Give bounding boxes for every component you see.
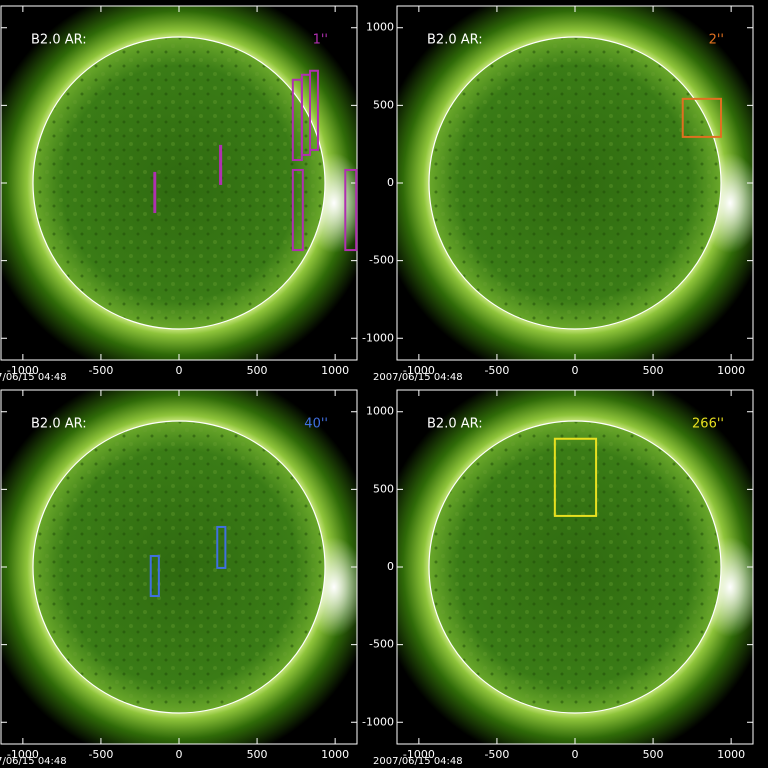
x-tick-label: 0 [572, 748, 579, 761]
panel-label: 266'' [692, 417, 724, 432]
sun-image [397, 390, 753, 744]
x-tick-label: 0 [176, 748, 183, 761]
y-tick-label: 500 [373, 482, 394, 495]
panel: -1000 -500 0 500 1000 -1000 -500 0 500 1000 B2.0 A… [362, 5, 754, 383]
x-tick-label: -500 [88, 748, 113, 761]
y-tick-label: -500 [369, 254, 394, 267]
x-tick-label: -500 [88, 364, 113, 377]
disk-texture [430, 38, 720, 328]
x-tick-label: 0 [176, 364, 183, 377]
region-box [219, 144, 223, 185]
x-tick-label: -1000 [403, 748, 435, 761]
x-tick-label: 1000 [321, 364, 349, 377]
x-tick-label: -500 [484, 748, 509, 761]
timestamp: 2007/06/15 04:48 [0, 372, 67, 383]
disk-texture [34, 38, 324, 328]
region-box [553, 437, 598, 517]
x-tick-label: 1000 [321, 748, 349, 761]
sun-image [397, 6, 753, 360]
x-tick-label: -500 [484, 364, 509, 377]
x-tick-label: -1000 [403, 364, 435, 377]
x-tick-label: 500 [643, 364, 664, 377]
region-box [344, 168, 358, 252]
x-tick-label: -1000 [7, 748, 39, 761]
x-tick-label: 1000 [717, 748, 745, 761]
region-box [149, 554, 160, 598]
disk-texture [430, 422, 720, 712]
region-box [153, 171, 157, 214]
region-box [291, 168, 304, 252]
y-tick-label: -1000 [362, 715, 394, 728]
x-tick-label: 1000 [717, 364, 745, 377]
disk-texture [34, 422, 324, 712]
sun-image [1, 390, 357, 744]
panel-label: 40'' [304, 417, 328, 432]
y-tick-label: -1000 [362, 331, 394, 344]
x-tick-label: 500 [643, 748, 664, 761]
panel-label: 1'' [313, 33, 328, 48]
panel-title: B2.0 AR: [31, 417, 87, 432]
timestamp: 2007/06/15 04:48 [373, 372, 463, 383]
region-box [216, 525, 227, 569]
y-tick-label: 1000 [366, 21, 394, 34]
sun-image [1, 6, 357, 360]
panel-label: 2'' [709, 33, 724, 48]
y-tick-label: 0 [387, 560, 394, 573]
panel-title: B2.0 AR: [31, 33, 87, 48]
panel-title: B2.0 AR: [427, 417, 483, 432]
x-tick-label: 500 [247, 748, 268, 761]
x-tick-label: -1000 [7, 364, 39, 377]
timestamp: 2007/06/15 04:48 [0, 756, 67, 767]
panel: -1000 -500 0 500 1000 -1000 -500 0 500 1000 B2.0 A… [362, 389, 754, 767]
y-tick-label: -500 [369, 638, 394, 651]
timestamp: 2007/06/15 04:48 [373, 756, 463, 767]
x-tick-label: 500 [247, 364, 268, 377]
region-box [309, 69, 319, 151]
y-tick-label: 500 [373, 98, 394, 111]
region-box [681, 97, 722, 138]
y-tick-label: 0 [387, 176, 394, 189]
panel-title: B2.0 AR: [427, 33, 483, 48]
y-tick-label: 1000 [366, 405, 394, 418]
x-tick-label: 0 [572, 364, 579, 377]
